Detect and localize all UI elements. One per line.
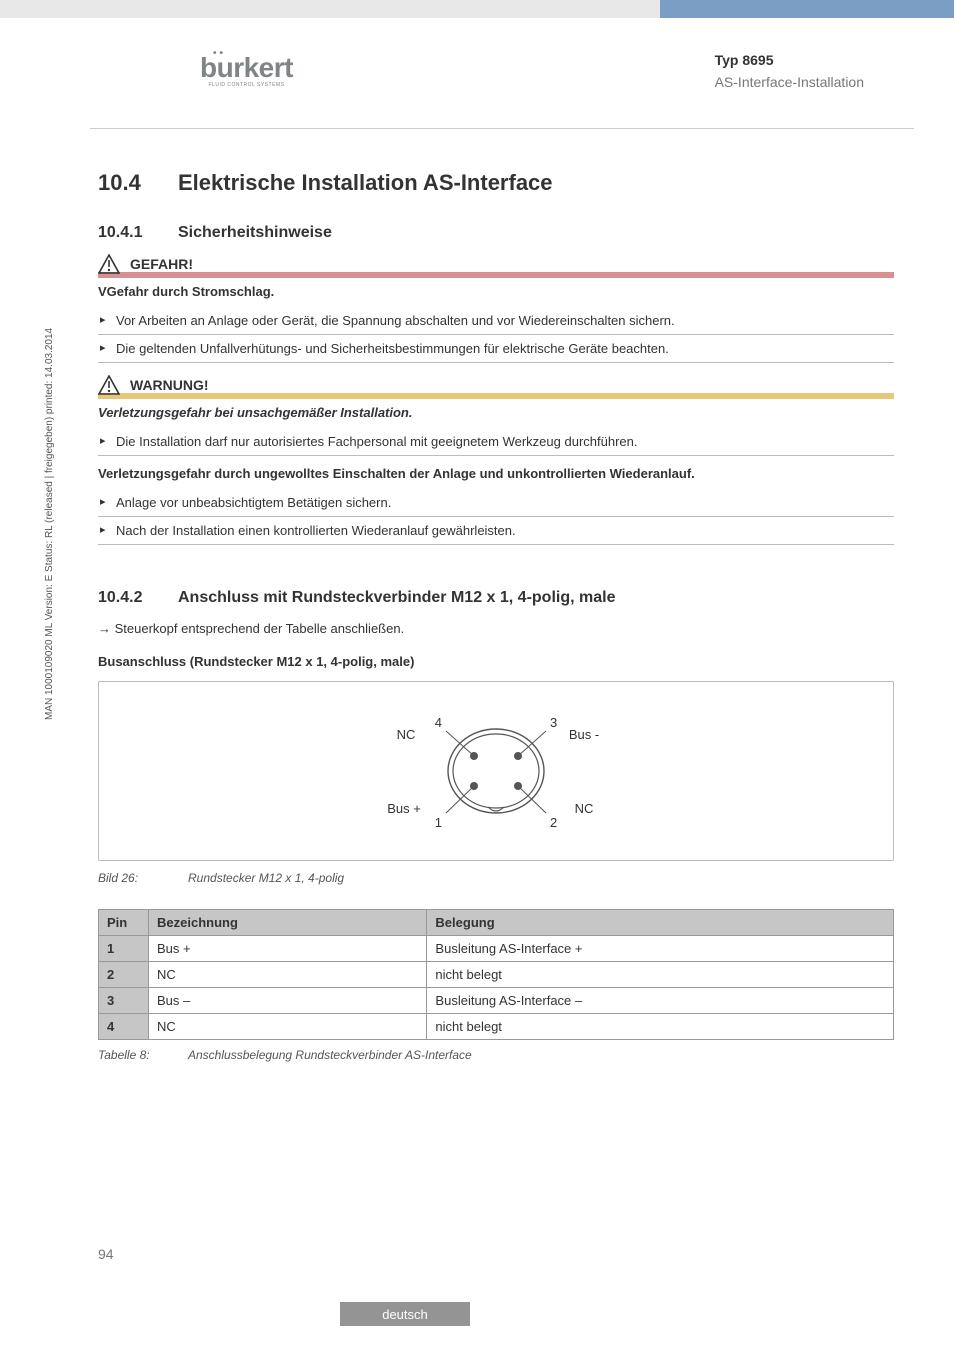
heading-title: Elektrische Installation AS-Interface [178, 170, 553, 195]
pin1-num: 1 [435, 815, 442, 830]
danger-box: GEFAHR! VGefahr durch Stromschlag. Vor A… [98, 256, 894, 363]
footer-language: deutsch [340, 1302, 470, 1326]
table-header-row: Pin Bezeichnung Belegung [99, 910, 894, 936]
table-label: Tabelle 8: [98, 1048, 188, 1062]
cell-bel: Busleitung AS-Interface – [427, 988, 894, 1014]
connector-diagram: 4 NC 3 Bus - 1 Bus + 2 NC [346, 691, 646, 851]
side-revision-text: MAN 1000109020 ML Version: E Status: RL … [44, 328, 55, 720]
warning-sub1: Verletzungsgefahr bei unsachgemäßer Inst… [98, 405, 894, 420]
intro-line: Steuerkopf entsprechend der Tabelle ansc… [98, 621, 894, 636]
table-caption: Tabelle 8:Anschlussbelegung Rundsteckver… [98, 1048, 894, 1062]
cell-pin: 3 [99, 988, 149, 1014]
page-number: 94 [98, 1246, 114, 1262]
warning-list1: Die Installation darf nur autorisiertes … [98, 428, 894, 456]
pin2-num: 2 [550, 815, 557, 830]
danger-item: Die geltenden Unfallverhütungs- und Sich… [98, 335, 894, 363]
subheading-num: 10.4.1 [98, 224, 178, 242]
pin4-label: NC [397, 727, 416, 742]
danger-list: Vor Arbeiten an Anlage oder Gerät, die S… [98, 307, 894, 363]
pin3-num: 3 [550, 715, 557, 730]
warning-sub2: Verletzungsgefahr durch ungewolltes Eins… [98, 466, 894, 481]
figure-label: Bild 26: [98, 871, 188, 885]
top-bars [0, 0, 954, 24]
cell-bez: NC [149, 962, 427, 988]
th-pin: Pin [99, 910, 149, 936]
header-typ: Typ 8695 [715, 52, 864, 68]
pin4-num: 4 [435, 715, 442, 730]
header-row: •• burkert FLUID CONTROL SYSTEMS Typ 869… [0, 52, 954, 122]
warning-item: Anlage vor unbeabsichtigtem Betätigen si… [98, 489, 894, 517]
danger-subtitle: VGefahr durch Stromschlag. [98, 284, 894, 299]
cell-bez: Bus + [149, 936, 427, 962]
warning-list2: Anlage vor unbeabsichtigtem Betätigen si… [98, 489, 894, 545]
warning-item: Nach der Installation einen kontrolliert… [98, 517, 894, 545]
top-bar-blue [660, 0, 954, 18]
cell-bez: NC [149, 1014, 427, 1040]
logo: •• burkert FLUID CONTROL SYSTEMS [200, 52, 293, 122]
warning-box: WARNUNG! Verletzungsgefahr bei unsachgem… [98, 377, 894, 545]
table-text: Anschlussbelegung Rundsteckverbinder AS-… [188, 1048, 472, 1062]
heading-10-4-1: 10.4.1Sicherheitshinweise [98, 224, 894, 242]
cell-bel: Busleitung AS-Interface + [427, 936, 894, 962]
connector-figure: 4 NC 3 Bus - 1 Bus + 2 NC [98, 681, 894, 861]
warning-header: WARNUNG! [98, 377, 894, 399]
danger-label: GEFAHR! [130, 256, 193, 272]
th-bez: Bezeichnung [149, 910, 427, 936]
heading-num: 10.4 [98, 170, 178, 196]
table-row: 3 Bus – Busleitung AS-Interface – [99, 988, 894, 1014]
header-subtitle: AS-Interface-Installation [715, 74, 864, 90]
heading-10-4-2: 10.4.2Anschluss mit Rundsteckverbinder M… [98, 589, 894, 607]
figure-caption: Bild 26:Rundstecker M12 x 1, 4-polig [98, 871, 894, 885]
top-bar-grey [0, 0, 660, 18]
pin2-label: NC [575, 801, 594, 816]
cell-pin: 4 [99, 1014, 149, 1040]
danger-item: Vor Arbeiten an Anlage oder Gerät, die S… [98, 307, 894, 335]
subheading-num: 10.4.2 [98, 589, 178, 607]
warning-triangle-icon [98, 375, 120, 395]
warning-triangle-icon [98, 254, 120, 274]
subheading-title: Sicherheitshinweise [178, 224, 332, 241]
cell-pin: 2 [99, 962, 149, 988]
cell-bel: nicht belegt [427, 962, 894, 988]
content: 10.4Elektrische Installation AS-Interfac… [98, 170, 894, 1062]
table-row: 1 Bus + Busleitung AS-Interface + [99, 936, 894, 962]
cell-bez: Bus – [149, 988, 427, 1014]
logo-umlaut: •• [213, 48, 226, 59]
pin1-label: Bus + [387, 801, 421, 816]
bus-title: Busanschluss (Rundstecker M12 x 1, 4-pol… [98, 654, 894, 669]
th-bel: Belegung [427, 910, 894, 936]
cell-pin: 1 [99, 936, 149, 962]
subheading-title: Anschluss mit Rundsteckverbinder M12 x 1… [178, 589, 615, 606]
figure-text: Rundstecker M12 x 1, 4-polig [188, 871, 344, 885]
table-row: 4 NC nicht belegt [99, 1014, 894, 1040]
cell-bel: nicht belegt [427, 1014, 894, 1040]
pin-table: Pin Bezeichnung Belegung 1 Bus + Busleit… [98, 909, 894, 1040]
heading-10-4: 10.4Elektrische Installation AS-Interfac… [98, 170, 894, 196]
table-row: 2 NC nicht belegt [99, 962, 894, 988]
warning-label: WARNUNG! [130, 377, 209, 393]
header-divider [90, 128, 914, 129]
logo-text: •• burkert [200, 52, 293, 84]
warning-item: Die Installation darf nur autorisiertes … [98, 428, 894, 456]
danger-header: GEFAHR! [98, 256, 894, 278]
header-right: Typ 8695 AS-Interface-Installation [715, 52, 864, 122]
pin3-label: Bus - [569, 727, 599, 742]
